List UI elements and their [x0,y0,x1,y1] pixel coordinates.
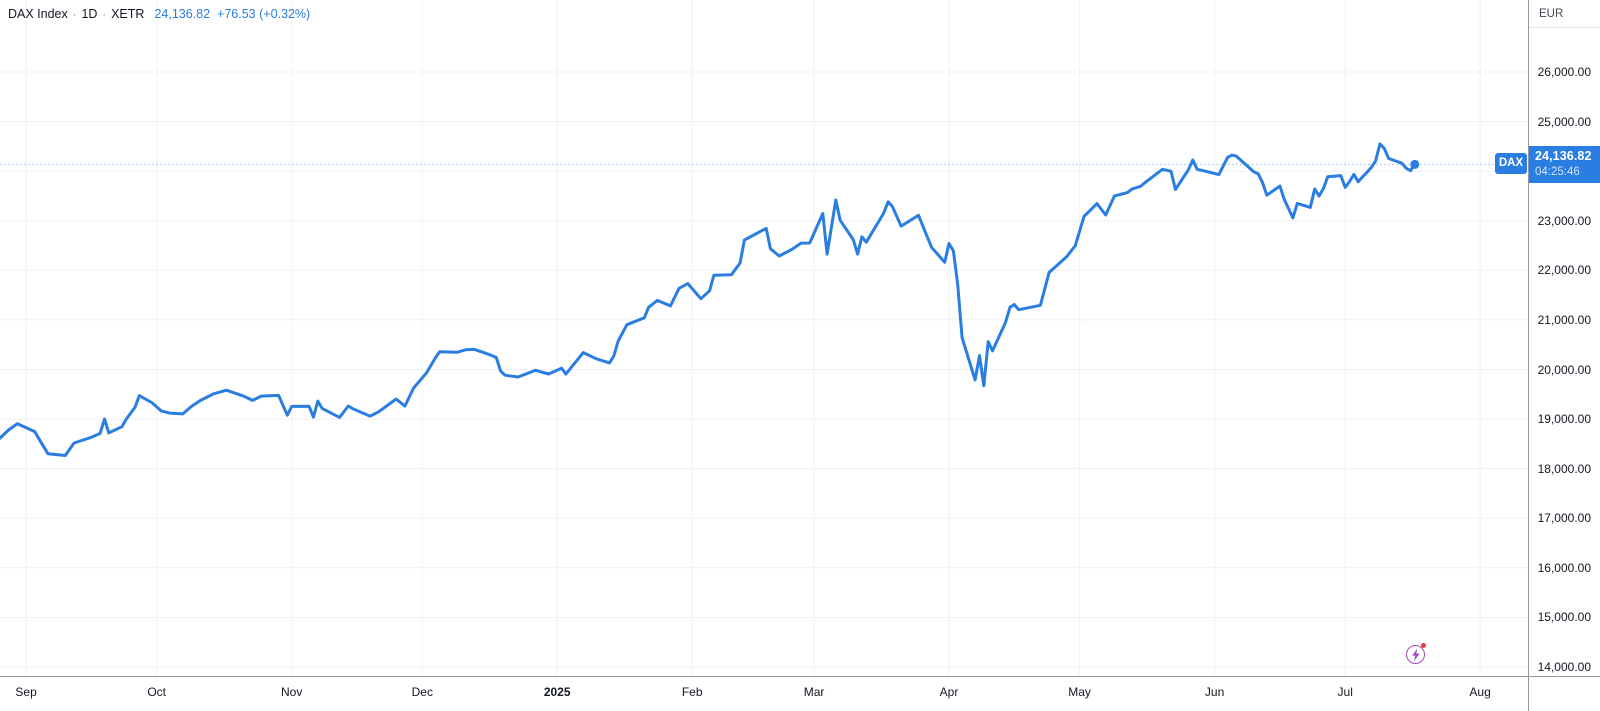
time-tick-label: 2025 [544,685,571,699]
price-line-symbol-badge: DAX [1495,153,1527,174]
bar-close-countdown: 04:25:46 [1535,165,1600,180]
price-scale[interactable]: EUR 26,000.0025,000.0024,000.0023,000.00… [1529,0,1600,676]
last-point-marker [1410,160,1419,169]
currency-label[interactable]: EUR [1529,0,1600,28]
price-tick-label: 17,000.00 [1529,512,1591,524]
time-scale[interactable]: Sep Oct Nov Dec 2025 Feb Mar Apr May Jun Jul Aug [0,677,1528,711]
time-tick-label: Apr [940,685,959,699]
time-tick-label: Dec [412,685,433,699]
price-tick-label: 23,000.00 [1529,215,1591,227]
time-tick-label: Mar [804,685,825,699]
price-tick-label: 15,000.00 [1529,611,1591,623]
legend-separator: · [73,9,77,21]
last-price-value: 24,136.82 [1535,148,1600,165]
lightning-bolt-icon [1410,648,1422,662]
time-tick-label: Jul [1338,685,1353,699]
price-tick-label: 18,000.00 [1529,463,1591,475]
legend-change: +76.53 (+0.32%) [217,7,310,21]
notification-dot [1421,643,1426,648]
dax-price-line [0,144,1415,456]
price-line-chart [0,0,1528,676]
time-tick-label: Nov [281,685,302,699]
realtime-lightning-icon[interactable] [1406,645,1425,664]
price-tick-label: 16,000.00 [1529,562,1591,574]
last-price-label: 24,136.82 04:25:46 [1529,146,1600,183]
symbol-legend[interactable]: DAX Index · 1D · XETR 24,136.82 +76.53 (+0.32%… [8,6,310,24]
time-tick-label: Aug [1469,685,1490,699]
legend-separator: · [102,9,106,21]
price-tick-label: 22,000.00 [1529,264,1591,276]
price-tick-label: 19,000.00 [1529,413,1591,425]
time-tick-label: Jun [1205,685,1224,699]
chart-plot-area[interactable]: DAX Index · 1D · XETR 24,136.82 +76.53 (+0.32%… [0,0,1528,676]
time-tick-label: Oct [147,685,166,699]
time-scale-border [0,676,1600,677]
legend-symbol-name[interactable]: DAX Index [8,7,68,21]
legend-interval[interactable]: 1D [81,7,97,21]
time-tick-label: Feb [682,685,703,699]
legend-exchange[interactable]: XETR [111,7,144,21]
time-tick-label: Sep [15,685,36,699]
price-tick-label: 20,000.00 [1529,364,1591,376]
price-scale-border [1528,0,1529,711]
legend-last-price: 24,136.82 [154,7,210,21]
price-tick-label: 26,000.00 [1529,66,1591,78]
price-tick-label: 21,000.00 [1529,314,1591,326]
price-tick-label: 14,000.00 [1529,661,1591,673]
time-tick-label: May [1068,685,1091,699]
price-tick-label: 25,000.00 [1529,116,1591,128]
